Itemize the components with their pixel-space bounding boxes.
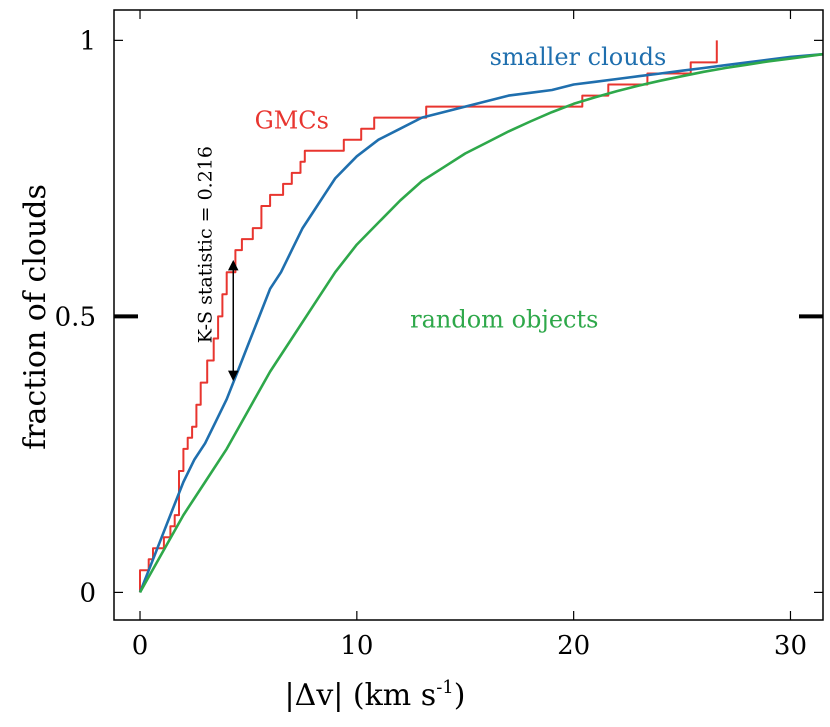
y-tick-label-1: 0.5: [55, 302, 96, 332]
axis-ticks: 0 10 20 30 0 0.5 1: [55, 10, 823, 661]
series-line-smaller-clouds: [138, 52, 824, 593]
x-axis-label-superscript: -1: [436, 677, 454, 698]
plot-area: GMCs smaller clouds random objects K-S stat…: [138, 40, 824, 594]
series-label-smaller-clouds: smaller clouds: [490, 43, 667, 71]
ks-statistic-label: K-S statistic = 0.216: [195, 146, 217, 343]
y-tick-label-2: 1: [79, 26, 96, 56]
x-tick-label-2: 20: [557, 631, 590, 661]
x-axis-label: |Δv| (km s-1): [285, 677, 466, 713]
y-tick-label-0: 0: [79, 578, 96, 608]
series-label-random-objects: random objects: [410, 305, 598, 333]
x-axis-label-main: |Δv| (km s: [285, 678, 437, 713]
y-axis-label: fraction of clouds: [18, 184, 53, 450]
x-tick-label-1: 10: [340, 631, 373, 661]
series-label-gmcs: GMCs: [255, 107, 329, 135]
x-tick-label-3: 30: [774, 631, 807, 661]
x-tick-label-0: 0: [132, 631, 149, 661]
x-axis-label-close: ): [454, 678, 466, 713]
series-line-random-objects: [138, 52, 824, 594]
plot-frame: [113, 9, 824, 621]
